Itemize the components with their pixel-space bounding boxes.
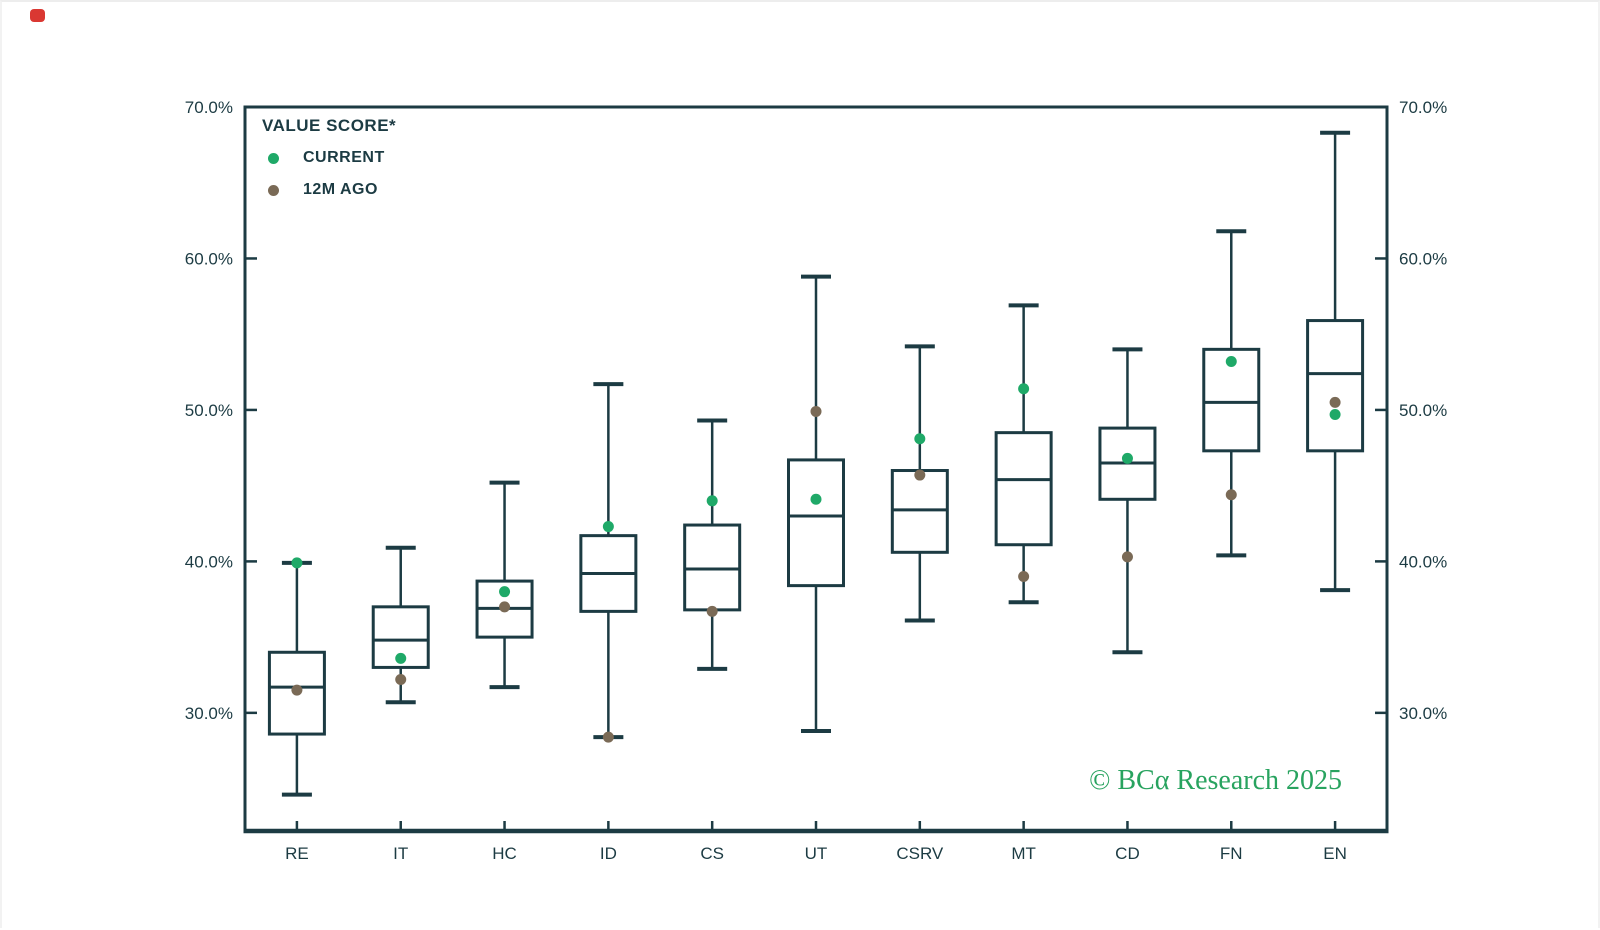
x-axis-label: CS: [700, 844, 724, 863]
y-axis-label-left: 50.0%: [185, 401, 233, 420]
dot-current: [1225, 355, 1237, 367]
dot-12m-ago: [1121, 551, 1133, 563]
x-axis-label: MT: [1011, 844, 1036, 863]
y-axis-label-left: 30.0%: [185, 704, 233, 723]
current-legend-dot-icon: [268, 152, 279, 164]
x-axis-label: UT: [805, 844, 828, 863]
box-group-cs: [683, 418, 742, 671]
x-axis-label: EN: [1323, 844, 1347, 863]
dot-current: [499, 586, 511, 598]
legend: VALUE SCORE* CURRENT 12M AGO: [262, 116, 396, 213]
watermark: © BCα Research 2025: [1089, 765, 1342, 796]
ago-legend-label: 12M AGO: [303, 181, 378, 198]
iqr-box: [890, 469, 949, 554]
dot-current: [706, 495, 718, 507]
dot-12m-ago: [1018, 571, 1030, 583]
box-group-it: [371, 545, 430, 705]
y-axis-label-right: 40.0%: [1399, 552, 1447, 571]
x-axis-label: HC: [492, 844, 517, 863]
dot-12m-ago: [499, 601, 511, 613]
y-axis-label-right: 50.0%: [1399, 401, 1447, 420]
box-group-ut: [787, 274, 845, 734]
y-axis-label-left: 60.0%: [185, 249, 233, 268]
dot-current: [914, 433, 926, 445]
x-axis-label: CSRV: [896, 844, 944, 863]
dot-current: [1121, 452, 1133, 464]
dot-current: [1329, 408, 1341, 420]
red-marker-dot: [30, 9, 45, 22]
box-group-csrv: [890, 344, 949, 623]
dot-12m-ago: [291, 684, 303, 696]
dot-current: [291, 557, 303, 569]
y-axis-label-right: 30.0%: [1399, 704, 1447, 723]
current-legend-label: CURRENT: [303, 149, 385, 166]
y-axis-label-right: 60.0%: [1399, 249, 1447, 268]
iqr-box: [1306, 319, 1365, 453]
dot-12m-ago: [1329, 396, 1341, 408]
dot-12m-ago: [706, 605, 718, 617]
y-axis-label-left: 70.0%: [185, 98, 233, 117]
dot-12m-ago: [914, 469, 926, 481]
dot-12m-ago: [1225, 489, 1237, 501]
box-group-id: [579, 382, 638, 743]
y-axis-label-right: 70.0%: [1399, 98, 1447, 117]
x-axis-label: FN: [1220, 844, 1243, 863]
dot-current: [810, 493, 822, 505]
x-axis-label: CD: [1115, 844, 1140, 863]
iqr-box: [994, 431, 1053, 547]
legend-row-current: CURRENT: [268, 149, 396, 167]
box-group-mt: [994, 303, 1053, 605]
iqr-box: [683, 523, 742, 612]
box-group-en: [1306, 130, 1365, 593]
dot-12m-ago: [602, 731, 614, 743]
dot-12m-ago: [395, 674, 407, 686]
box-group-re: [267, 557, 326, 797]
x-axis-label: IT: [393, 844, 408, 863]
box-group-fn: [1202, 229, 1261, 558]
ago-legend-dot-icon: [268, 184, 279, 196]
dot-current: [395, 652, 407, 664]
legend-title: VALUE SCORE*: [262, 116, 397, 135]
box-group-cd: [1098, 347, 1157, 655]
iqr-box: [787, 458, 845, 588]
dot-current: [602, 521, 614, 533]
box-group-hc: [475, 480, 534, 690]
y-axis-label-left: 40.0%: [185, 552, 233, 571]
dot-current: [1018, 383, 1030, 395]
legend-row-12m-ago: 12M AGO: [268, 181, 396, 199]
x-axis-label: ID: [600, 844, 617, 863]
x-axis-label: RE: [285, 844, 309, 863]
dot-12m-ago: [810, 405, 822, 417]
